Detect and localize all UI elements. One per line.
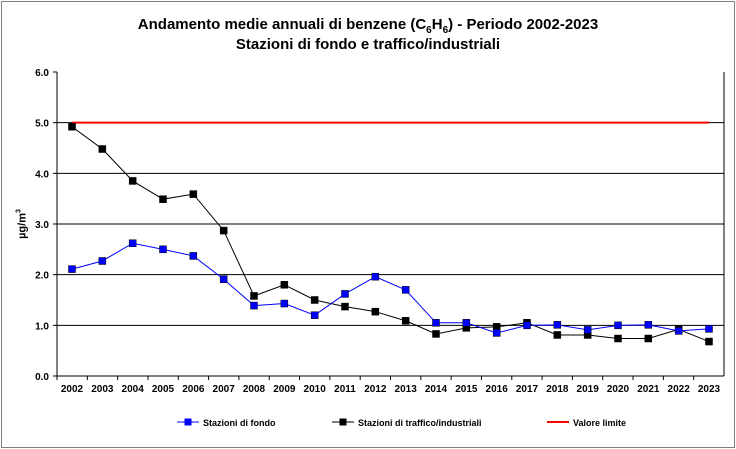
x-tick-label: 2002	[61, 384, 84, 395]
data-point	[98, 145, 107, 153]
data-point	[189, 252, 198, 260]
data-point	[159, 245, 167, 254]
data-point	[68, 265, 76, 273]
data-point	[644, 321, 653, 329]
legend-label: Valore limite	[573, 418, 626, 428]
x-tick-label: 2022	[668, 384, 691, 395]
x-tick-label: 2023	[698, 384, 721, 395]
y-tick-label: 4.0	[35, 169, 49, 180]
data-point	[98, 257, 107, 265]
data-point	[401, 286, 410, 294]
x-tick-label: 2009	[273, 384, 296, 395]
data-point	[401, 317, 410, 325]
x-tick-label: 2019	[577, 384, 600, 395]
data-point	[341, 290, 349, 298]
data-point	[674, 327, 683, 335]
data-point	[128, 177, 137, 185]
x-tick-label: 2005	[152, 384, 175, 395]
data-point	[614, 334, 622, 343]
chart-title-line1: Andamento medie annuali di benzene (C6H6…	[137, 16, 599, 36]
legend-label: Stazioni di fondo	[203, 418, 276, 428]
data-point	[553, 331, 562, 339]
y-tick-label: 5.0	[35, 119, 49, 130]
data-point	[432, 319, 440, 327]
series-line	[71, 126, 710, 343]
x-tick-label: 2012	[364, 384, 387, 395]
y-tick-label: 0.0	[35, 372, 49, 383]
data-point	[189, 190, 198, 198]
data-point	[614, 321, 622, 330]
x-tick-label: 2013	[395, 384, 418, 395]
data-point	[371, 307, 380, 316]
x-tick-label: 2021	[637, 384, 660, 395]
x-tick-label: 2017	[516, 384, 539, 395]
data-point	[219, 275, 228, 283]
y-tick-label: 2.0	[35, 271, 49, 282]
x-tick-label: 2010	[304, 384, 327, 395]
data-point	[159, 195, 167, 203]
data-point	[250, 301, 258, 310]
x-tick-label: 2006	[182, 384, 205, 395]
data-point	[280, 281, 289, 289]
data-point	[492, 329, 501, 337]
chart-title-line2: Stazioni di fondo e traffico/industriali	[235, 36, 501, 53]
legend-marker	[184, 418, 192, 426]
data-point	[583, 326, 592, 334]
x-tick-label: 2016	[486, 384, 509, 395]
data-point	[705, 325, 713, 333]
data-point	[280, 299, 289, 308]
data-point	[68, 122, 76, 131]
legend-label: Stazioni di traffico/industriali	[358, 418, 482, 428]
data-point	[310, 296, 319, 304]
data-point	[128, 239, 137, 248]
x-tick-label: 2007	[213, 384, 236, 395]
data-point	[644, 334, 653, 343]
legend-marker	[339, 418, 347, 426]
x-tick-label: 2011	[334, 384, 356, 395]
x-tick-label: 2003	[91, 384, 114, 395]
x-tick-label: 2020	[607, 384, 630, 395]
data-point	[250, 292, 258, 300]
data-point	[553, 321, 562, 329]
x-tick-label: 2004	[122, 384, 145, 395]
x-tick-label: 2015	[455, 384, 478, 395]
x-tick-label: 2018	[546, 384, 569, 395]
y-tick-label: 6.0	[35, 68, 49, 79]
y-tick-label: 3.0	[35, 220, 49, 231]
data-point	[341, 302, 349, 311]
data-point	[705, 337, 713, 346]
data-point	[310, 311, 319, 319]
y-tick-label: 1.0	[35, 321, 49, 332]
x-tick-label: 2008	[243, 384, 266, 395]
data-point	[462, 319, 471, 327]
data-point	[432, 330, 440, 338]
x-tick-label: 2014	[425, 384, 448, 395]
data-point	[219, 226, 228, 235]
data-point	[371, 272, 380, 281]
series-line	[71, 242, 710, 334]
data-point	[523, 321, 531, 330]
